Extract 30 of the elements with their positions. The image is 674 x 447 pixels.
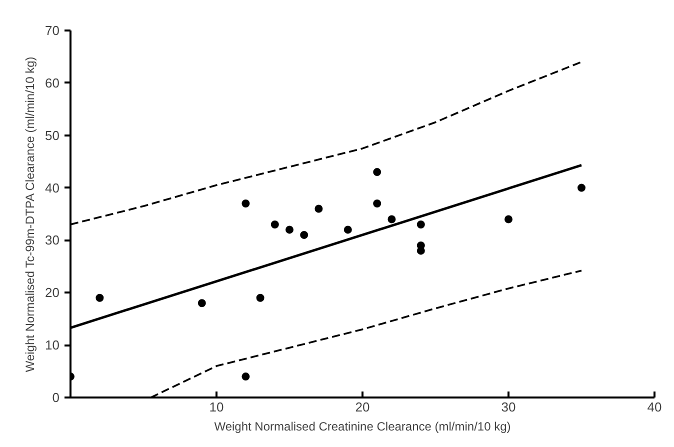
y-tick-label: 20: [45, 285, 60, 300]
point: [388, 215, 396, 224]
x-tick-label: 10: [209, 400, 224, 414]
point: [344, 226, 352, 234]
y-tick-label: 70: [45, 23, 60, 38]
point: [578, 184, 586, 192]
x-axis-title: Weight Normalised Creatinine Clearance (ml/min/10 kg): [214, 420, 511, 434]
point: [242, 372, 250, 381]
x-tick-label: 20: [355, 400, 370, 414]
point: [270, 220, 279, 228]
point: [198, 299, 206, 308]
point: [504, 215, 512, 224]
point: [286, 226, 294, 234]
point: [373, 168, 382, 176]
point: [242, 200, 250, 208]
point: [96, 294, 104, 302]
point: [256, 294, 264, 302]
point: [373, 200, 382, 208]
point: [314, 204, 323, 213]
y-tick-label: 30: [45, 232, 60, 248]
point: [416, 220, 425, 228]
y-tick-label: 10: [45, 338, 60, 353]
point: [300, 230, 308, 239]
y-tick-label: 40: [45, 180, 60, 196]
y-axis-title: Weight Normalised Tc-99m-DTPA Clearance (ml/min/10 kg): [23, 56, 38, 372]
x-tick-label: 40: [647, 400, 662, 414]
y-tick-label: 50: [45, 128, 60, 143]
y-tick-label: 0: [52, 390, 60, 405]
x-tick-label: 30: [501, 400, 516, 414]
y-tick-label: 60: [45, 75, 60, 90]
